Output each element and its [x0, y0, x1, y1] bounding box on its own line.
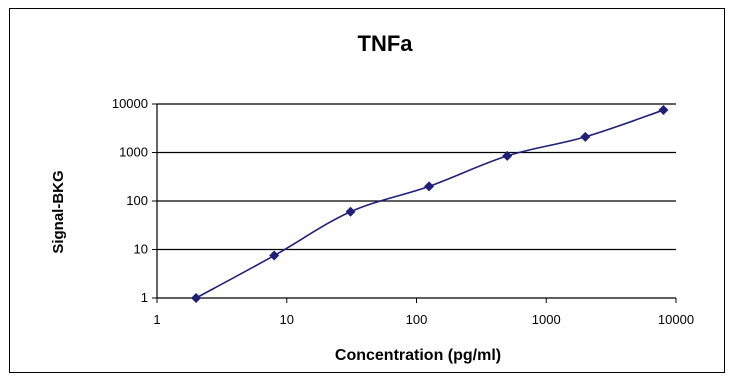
gridlines — [157, 103, 676, 251]
chart-frame: TNFa 1 10 100 1000 10000 1 10 100 1000 10000 Con… — [9, 8, 725, 373]
data-point-6 — [658, 105, 669, 116]
data-point-4 — [502, 150, 513, 161]
axes — [152, 103, 677, 303]
data-point-3 — [424, 181, 435, 192]
x-tick-label-10000: 10000 — [658, 312, 694, 327]
y-tick-label-1: 1 — [141, 290, 148, 305]
x-tick-label-1000: 1000 — [532, 312, 561, 327]
series — [191, 105, 669, 303]
chart-title: TNFa — [358, 31, 414, 56]
y-tick-label-100: 100 — [126, 193, 148, 208]
x-axis-title: Concentration (pg/ml) — [335, 347, 501, 364]
y-tick-label-10000: 10000 — [112, 96, 148, 111]
y-tick-labels: 1 10 100 1000 10000 — [112, 96, 148, 305]
data-point-1 — [269, 250, 280, 261]
y-axis-title: Signal-BKG — [50, 170, 67, 253]
data-point-0 — [191, 293, 202, 303]
data-point-2 — [345, 206, 356, 217]
x-tick-labels: 1 10 100 1000 10000 — [153, 312, 694, 327]
y-tick-label-10: 10 — [134, 242, 148, 257]
series-line-0 — [195, 109, 664, 299]
chart: TNFa 1 10 100 1000 10000 1 10 100 1000 10000 Con… — [50, 31, 694, 364]
y-tick-label-1000: 1000 — [119, 145, 148, 160]
x-tick-label-10: 10 — [280, 312, 294, 327]
x-tick-label-100: 100 — [406, 312, 428, 327]
data-point-5 — [580, 131, 591, 142]
x-tick-label-1: 1 — [153, 312, 160, 327]
